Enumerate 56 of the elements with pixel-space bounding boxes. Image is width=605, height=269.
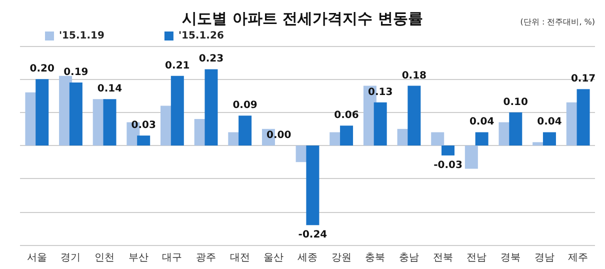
data-label: 0.04 [469,116,494,128]
data-label: 0.04 [537,116,562,128]
x-tick-label: 경남 [534,252,554,264]
x-tick-label: 부산 [128,252,148,264]
bar [441,146,454,156]
bar [464,146,478,169]
bar [509,112,522,146]
bar [36,79,49,146]
data-label: 0.09 [232,100,258,112]
x-tick-label: 서울 [26,252,47,264]
x-tick-label: 대전 [230,252,250,264]
data-label: 0.18 [402,70,427,82]
bar [170,76,184,146]
data-label: 0.21 [165,60,190,72]
text: (단위 : 전주대비, %) [520,18,596,26]
x-tick-label: 대구 [162,252,182,264]
data-label: 0.00 [266,130,292,141]
bar [204,69,218,146]
data-label: 0.19 [64,66,88,78]
data-label: 0.20 [30,64,54,75]
bar [431,132,444,146]
x-tick-label: 전남 [466,252,487,264]
x-tick-label: 경기 [60,252,81,264]
bar [576,89,590,146]
data-label: 0.17 [570,74,596,85]
bar [475,132,488,146]
bar [374,102,387,146]
x-tick-label: 경북 [500,252,520,264]
data-label: 0.23 [198,54,224,65]
bar [103,99,116,146]
data-label: -0.24 [298,230,328,241]
bar [238,116,252,146]
bar [306,146,320,226]
legend-label: '15.1.19 [59,30,104,42]
bar [542,132,556,146]
bar [408,86,421,146]
data-label: 0.14 [97,84,122,95]
data-label: 0.13 [368,86,393,98]
bar [340,126,354,146]
x-tick-label: 전북 [432,252,453,264]
x-tick-label: 제주 [568,252,588,264]
data-label: 0.06 [334,110,359,122]
x-tick-label: 울산 [264,252,284,264]
chart-title: 시도별 아파트 전세가격지수 변동률 [182,10,423,28]
data-label: 0.10 [503,96,528,108]
x-tick-label: 충남 [398,252,419,264]
bar [137,136,150,146]
x-tick-label: 강원 [331,252,352,264]
data-label: 0.03 [131,120,156,132]
data-label: -0.03 [434,160,462,171]
x-tick-label: 인천 [94,252,115,264]
x-tick-label: 충북 [365,252,386,264]
x-tick-label: 세종 [298,252,318,264]
bar [69,82,82,146]
x-tick-label: 광주 [196,252,216,264]
legend-label: '15.1.26 [178,30,224,42]
